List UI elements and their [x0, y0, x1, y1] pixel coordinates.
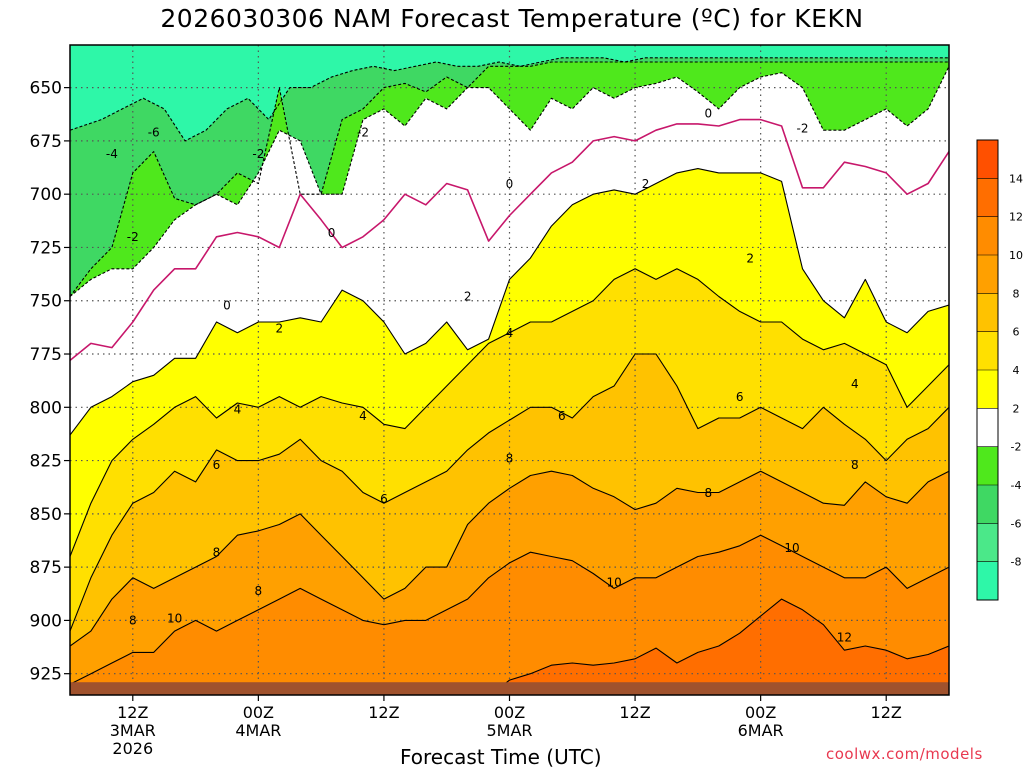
y-tick-label: 700	[30, 185, 62, 205]
y-tick-label: 775	[30, 345, 62, 365]
temperature-band-above-12	[491, 599, 949, 695]
contour-label: 10	[784, 541, 799, 555]
contour-label: 4	[359, 409, 367, 423]
contour-label: -2	[797, 121, 809, 135]
colorbar-band-6	[977, 293, 998, 332]
contour-label: -2	[357, 126, 369, 140]
x-tick-label: 12Z	[871, 703, 902, 722]
contour-label: 2	[746, 251, 754, 265]
colorbar-tick-label: -6	[1011, 517, 1022, 530]
contour-label: -6	[148, 126, 160, 140]
isotherm-4	[70, 268, 949, 557]
contour-label: -4	[106, 147, 118, 161]
y-tick-label: 825	[30, 452, 62, 472]
x-axis-label: Forecast Time (UTC)	[400, 745, 602, 769]
isotherm-2	[70, 168, 949, 436]
x-tick-label: 00Z	[745, 703, 776, 722]
colorbar-band--2	[977, 408, 998, 447]
contour-label: 0	[328, 226, 336, 240]
contour-label: 6	[213, 458, 221, 472]
isotherm-8	[70, 470, 949, 647]
ground-terrain	[70, 682, 949, 695]
y-tick-label: 750	[30, 292, 62, 312]
x-tick-label: 6MAR	[738, 721, 784, 740]
isotherm-0	[70, 118, 949, 362]
colorbar-band-10	[977, 216, 998, 255]
colorbar-band--10	[977, 561, 998, 600]
colorbar-tick-label: 2	[1013, 402, 1020, 415]
contour-label: 4	[506, 326, 514, 340]
colorbar-tick-label: -2	[1011, 441, 1022, 454]
contour-label: 10	[167, 612, 182, 626]
y-tick-label: 875	[30, 558, 62, 578]
colorbar-band-4	[977, 331, 998, 370]
contour-label: 2	[464, 290, 472, 304]
x-tick-label: 00Z	[494, 703, 525, 722]
x-tick-label: 12Z	[619, 703, 650, 722]
contour-label: 2	[275, 322, 283, 336]
x-tick-label: 5MAR	[486, 721, 532, 740]
isotherm--4	[70, 61, 949, 297]
colorbar-band--4	[977, 446, 998, 485]
y-tick-label: 800	[30, 398, 62, 418]
contour-label: 0	[223, 298, 231, 312]
x-tick-label: 12Z	[117, 703, 148, 722]
colorbar-band-2	[977, 370, 998, 409]
y-tick-label: 900	[30, 611, 62, 631]
contour-label: 8	[506, 452, 514, 466]
isotherm-10	[70, 534, 949, 685]
colorbar-band-14	[977, 140, 998, 179]
contour-label: 2	[642, 177, 650, 191]
contour-label: -2	[127, 230, 139, 244]
colorbar-tick-label: 6	[1013, 326, 1020, 339]
colorbar-band-8	[977, 255, 998, 294]
contour-label: 4	[234, 403, 242, 417]
colorbar-tick-label: -4	[1011, 479, 1022, 492]
isotherm--2	[70, 66, 949, 297]
contour-label: 8	[851, 458, 859, 472]
x-tick-label: 00Z	[243, 703, 274, 722]
site-watermark: coolwx.com/models	[826, 745, 983, 763]
contour-label: 0	[705, 106, 713, 120]
contour-label: 0	[506, 177, 514, 191]
y-tick-label: 850	[30, 505, 62, 525]
contour-label: 8	[255, 584, 263, 598]
contour-label: 6	[380, 492, 388, 506]
colorbar-tick-label: 4	[1013, 364, 1020, 377]
colorbar-band--6	[977, 485, 998, 524]
isotherm-6	[70, 353, 949, 632]
x-tick-label: 4MAR	[235, 721, 281, 740]
contour-label: 10	[607, 575, 622, 589]
x-tick-label: 12Z	[368, 703, 399, 722]
colorbar-tick-label: 14	[1009, 172, 1023, 185]
colorbar-tick-label: -8	[1011, 556, 1022, 569]
colorbar-tick-label: 12	[1009, 211, 1023, 224]
contour-label: 8	[129, 614, 137, 628]
contour-label: -2	[252, 147, 264, 161]
contour-label: 8	[705, 486, 713, 500]
isotherm-12	[490, 598, 949, 695]
colorbar-tick-label: 10	[1009, 249, 1023, 262]
contour-label: 6	[558, 409, 566, 423]
x-tick-label: 3MAR	[110, 721, 156, 740]
y-tick-label: 725	[30, 238, 62, 258]
contour-label: 8	[213, 545, 221, 559]
colorbar-band-12	[977, 178, 998, 217]
chart-title: 2026030306 NAM Forecast Temperature (ºC)…	[160, 4, 864, 33]
contour-label: 12	[837, 631, 852, 645]
x-tick-label: 2026	[112, 739, 153, 758]
isotherm--6	[70, 57, 949, 142]
contour-label: 4	[851, 377, 859, 391]
y-tick-label: 650	[30, 79, 62, 99]
contour-label: 6	[736, 390, 744, 404]
y-tick-label: 675	[30, 132, 62, 152]
colorbar-tick-label: 8	[1013, 287, 1020, 300]
colorbar-band--8	[977, 523, 998, 562]
y-tick-label: 925	[30, 665, 62, 685]
